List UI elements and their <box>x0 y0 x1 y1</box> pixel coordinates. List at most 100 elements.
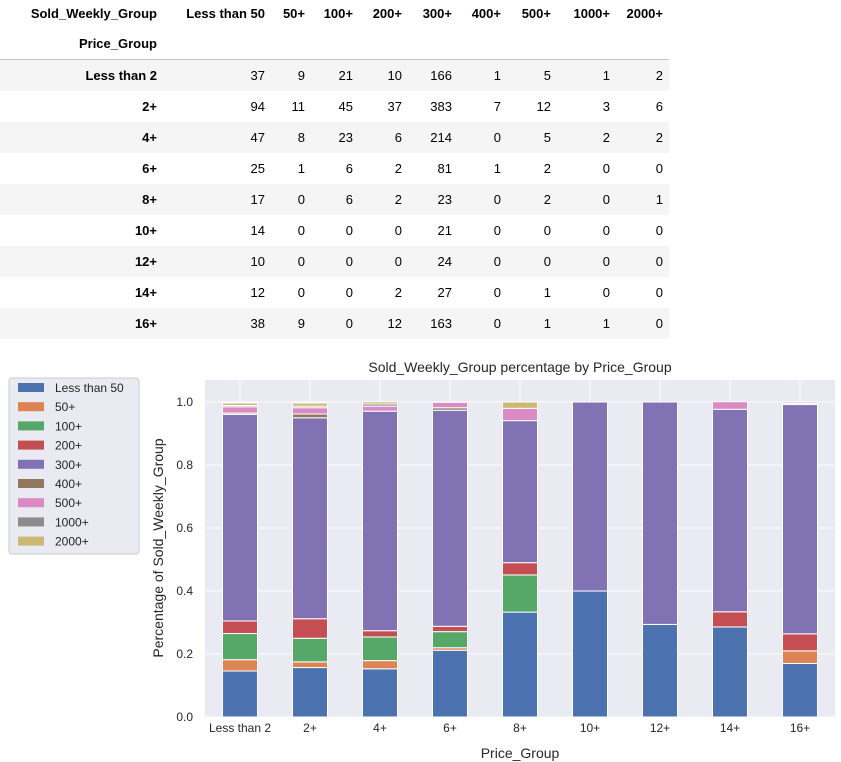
legend-swatch <box>18 517 44 527</box>
chart-title: Sold_Weekly_Group percentage by Price_Gr… <box>368 359 671 375</box>
index-header-row: Price_Group <box>0 27 669 60</box>
table-cell: 2 <box>655 68 663 83</box>
table-cell: 0 <box>345 223 353 238</box>
bar-segment <box>502 420 538 564</box>
table-cell: 0 <box>297 285 305 300</box>
table-cell: 6 <box>394 130 402 145</box>
y-tick-label: 0.4 <box>176 584 193 598</box>
table-cell: 17 <box>250 192 265 207</box>
table-cell: 23 <box>338 130 353 145</box>
bar-segment <box>222 659 258 672</box>
bar-segment <box>292 402 328 407</box>
legend-label: 2000+ <box>55 535 89 549</box>
bar-segment <box>222 402 258 407</box>
row-header: 8+ <box>142 192 157 207</box>
bar-segment <box>292 667 328 718</box>
table-cell: 0 <box>493 254 501 269</box>
table-cell: 21 <box>338 68 353 83</box>
legend-swatch <box>18 421 44 431</box>
bar-segment <box>292 618 328 639</box>
bar-segment <box>222 406 258 414</box>
table-cell: 0 <box>602 254 610 269</box>
y-axis-ticks: 0.0 0.2 0.4 0.6 0.8 1.0 <box>176 395 193 724</box>
x-axis-label: Price_Group <box>481 745 560 761</box>
y-tick-label: 0.6 <box>176 521 193 535</box>
legend-swatch <box>18 402 44 412</box>
bar-segment <box>782 404 818 635</box>
y-tick-label: 0.0 <box>176 710 193 724</box>
table-cell: 11 <box>291 99 306 114</box>
bar-segment <box>362 636 398 662</box>
legend-label: 500+ <box>55 496 82 510</box>
table-cell: 0 <box>493 316 501 331</box>
table-cell: 7 <box>493 99 501 114</box>
table-cell: 24 <box>437 254 452 269</box>
table-cell: 9 <box>297 316 305 331</box>
table-row: Less than 2 37 9 21 10 166 1 5 1 2 <box>0 59 669 91</box>
legend-label: Less than 50 <box>55 381 124 395</box>
table-cell: 25 <box>250 161 265 176</box>
y-tick-label: 0.8 <box>176 458 193 472</box>
table-cell: 0 <box>297 223 305 238</box>
bar-segment <box>432 631 468 649</box>
table-cell: 0 <box>345 285 353 300</box>
table-cell: 6 <box>655 99 663 114</box>
bar-segment <box>432 625 468 633</box>
bar-segment <box>292 661 328 669</box>
column-header-row: Sold_Weekly_Group Less than 50 50+ 100+ … <box>0 0 669 27</box>
legend: Less than 50 50+ 100+ 200+ 300+ 400+ 500+ 1000+… <box>8 377 140 555</box>
table-row: 14+ 12 0 0 2 27 0 1 0 0 <box>0 277 669 308</box>
column-header: 300+ <box>422 6 452 21</box>
table-cell: 12 <box>536 99 551 114</box>
legend-label: 50+ <box>55 400 75 414</box>
legend-swatch <box>18 459 44 469</box>
x-tick-label: 10+ <box>580 721 600 735</box>
legend-label: 1000+ <box>55 515 89 529</box>
bar-segment <box>712 401 748 410</box>
table-cell: 0 <box>602 223 610 238</box>
bar-segment <box>362 660 398 670</box>
table-cell: 0 <box>297 192 305 207</box>
table-cell: 1 <box>493 68 501 83</box>
table-cell: 1 <box>493 161 501 176</box>
columns-name-label: Sold_Weekly_Group <box>30 6 157 21</box>
y-axis-label: Percentage of Sold_Weekly_Group <box>150 438 166 657</box>
bar-segment <box>362 410 398 632</box>
x-tick-label: 16+ <box>790 721 810 735</box>
y-tick-label: 1.0 <box>176 395 193 409</box>
row-header: 16+ <box>134 316 157 331</box>
legend-swatch <box>18 498 44 508</box>
table-cell: 0 <box>655 316 663 331</box>
y-tick-label: 0.2 <box>176 647 193 661</box>
bar-segment <box>572 590 608 718</box>
bar-segment <box>642 401 678 625</box>
x-tick-label: 12+ <box>650 721 670 735</box>
table-cell: 1 <box>655 192 663 207</box>
table-cell: 2 <box>602 130 610 145</box>
stacked-bar-chart: Sold_Weekly_Group percentage by Price_Gr… <box>8 359 835 761</box>
table-cell: 0 <box>345 254 353 269</box>
table-cell: 0 <box>655 285 663 300</box>
legend-label: 100+ <box>55 419 82 433</box>
table-cell: 23 <box>437 192 452 207</box>
table-cell: 163 <box>430 316 452 331</box>
table-row: 2+ 94 11 45 37 383 7 12 3 6 <box>0 91 669 122</box>
table-cell: 2 <box>543 161 551 176</box>
column-header: 400+ <box>471 6 501 21</box>
table-row: 8+ 17 0 6 2 23 0 2 0 1 <box>0 184 669 215</box>
column-header: 2000+ <box>626 6 663 21</box>
table-cell: 38 <box>250 316 265 331</box>
table-cell: 0 <box>655 223 663 238</box>
table-cell: 47 <box>250 130 265 145</box>
table-cell: 27 <box>437 285 452 300</box>
bar-segment <box>782 650 818 664</box>
bar-segment <box>642 623 678 718</box>
table-cell: 2 <box>394 192 402 207</box>
bar-segment <box>572 401 608 592</box>
table-cell: 383 <box>430 99 452 114</box>
legend-label: 300+ <box>55 458 82 472</box>
table-cell: 12 <box>250 285 265 300</box>
crosstab-table: Sold_Weekly_Group Less than 50 50+ 100+ … <box>0 0 669 339</box>
table-cell: 0 <box>493 192 501 207</box>
row-header: 6+ <box>142 161 157 176</box>
